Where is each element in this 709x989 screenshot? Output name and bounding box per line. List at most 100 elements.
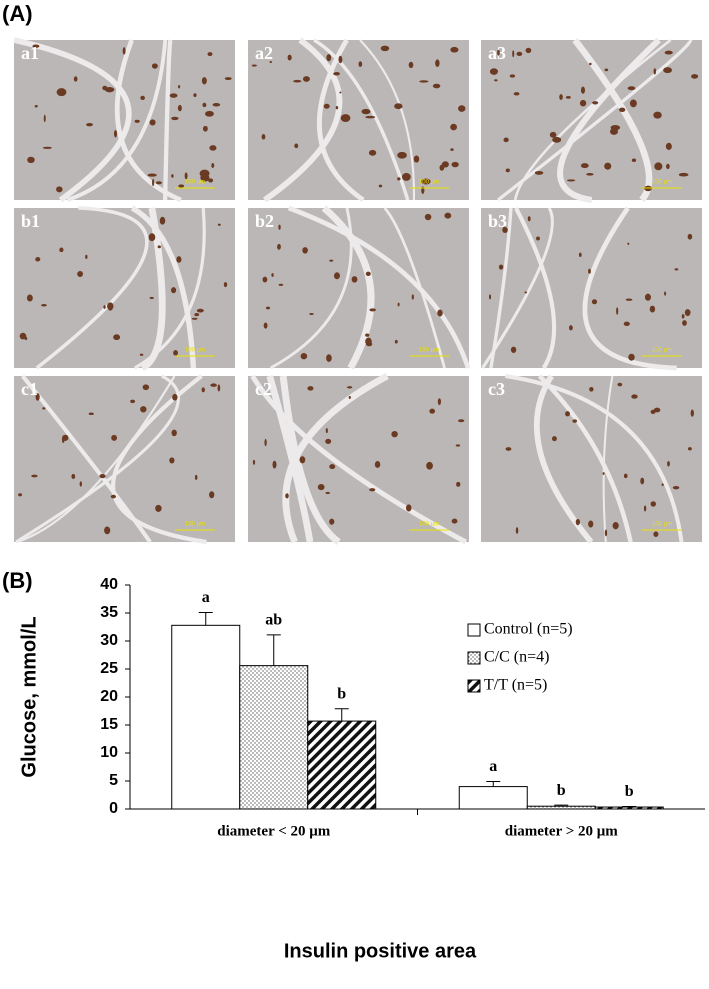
tissue-gap [313,38,410,201]
islet [269,60,273,64]
islet [509,74,516,78]
islet [26,294,33,302]
islet [339,91,342,94]
islet [42,407,46,410]
islet [142,384,150,391]
islet [413,155,420,163]
micrograph [248,40,469,200]
tissue-gap [359,39,416,201]
islet [588,268,591,274]
islet [110,494,116,499]
islet [604,68,609,72]
islet [333,272,340,280]
islet [649,305,656,313]
y-tick-label: 35 [100,604,118,621]
islet [201,77,207,85]
islet [157,245,161,249]
islet [503,137,509,143]
islet [212,102,221,107]
islet [155,504,162,512]
islet [73,76,78,82]
islet [262,276,268,283]
legend-swatch [467,623,481,637]
islet [365,333,370,337]
islet [631,158,637,162]
islet [171,116,179,121]
islet [378,184,383,188]
islet [263,322,268,329]
tissue-gap [114,39,182,203]
islet [176,256,182,263]
islet [302,76,310,82]
islet [513,92,520,96]
micrograph [481,208,702,368]
tissue-gap [269,207,353,370]
islet [429,408,436,414]
tissue-gap [602,375,614,543]
islet [209,145,217,151]
error-bar [266,634,281,666]
islet [209,491,215,499]
image-label: c3 [488,379,505,399]
tissue-gap [557,37,661,204]
islet [293,79,302,83]
islet [494,79,498,82]
islet [368,149,377,156]
tissue-gap [266,375,314,543]
islet [199,169,210,178]
tissue-gap [250,374,467,545]
islet [271,273,274,277]
islet [684,309,691,317]
islet [397,177,401,181]
islet [623,473,628,479]
islet [419,80,429,83]
y-tick-label: 5 [109,772,118,789]
bar [526,805,596,810]
islet [302,247,308,254]
tissue-gap [13,37,132,203]
islet [524,291,527,294]
islet [122,47,126,55]
islet [333,72,340,76]
x-tick-label: diameter < 20 μm [217,823,331,839]
islet [408,61,414,69]
islet [59,247,64,253]
islet [261,134,266,140]
islet [196,308,204,313]
islet [512,50,515,58]
islet [455,444,461,447]
islet [629,99,637,108]
islet [56,88,67,97]
islet [217,384,221,392]
islet [592,101,599,105]
y-tick-label: 10 [100,744,118,761]
islet [369,488,376,492]
islet [317,483,325,491]
islet [278,224,281,230]
islet [667,460,670,467]
islet [451,161,459,168]
islet [107,302,114,311]
islet [604,162,612,170]
tissue-gap [504,374,684,543]
scale-label: 100 μm [185,348,205,354]
micrograph [248,208,469,368]
islet [397,302,400,307]
micrograph [248,376,469,542]
islet [34,104,38,108]
islet [56,186,63,193]
islet [210,383,217,387]
islet [510,346,517,353]
y-tick-label: 40 [100,576,118,593]
image-label: b1 [21,211,40,231]
islet [149,119,156,126]
islet [566,179,576,182]
islet [159,216,166,225]
legend-swatch [467,679,481,693]
significance-letter: ab [265,612,282,629]
bar [458,786,528,810]
islet [435,59,440,67]
islet [451,518,458,524]
islet [178,184,185,188]
panel-label: (A) [2,1,33,26]
